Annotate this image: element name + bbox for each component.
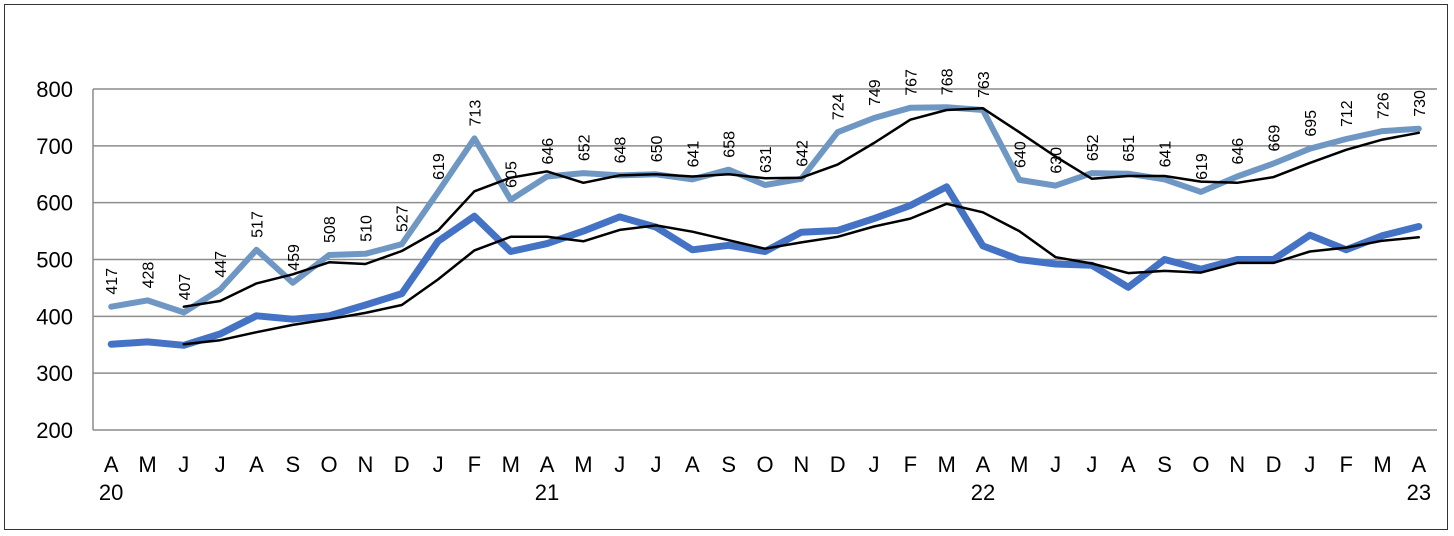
- data-label: 648: [613, 137, 630, 164]
- x-tick-label: M: [1010, 452, 1028, 477]
- data-label: 517: [249, 211, 266, 238]
- data-label: 619: [431, 153, 448, 180]
- x-tick-label: N: [793, 452, 809, 477]
- x-tick-label: A: [976, 452, 991, 477]
- x-tick-label: F: [1339, 452, 1352, 477]
- x-tick-label: A: [540, 452, 555, 477]
- x-tick-label: J: [868, 452, 879, 477]
- data-label: 605: [504, 161, 521, 188]
- data-label: 510: [358, 215, 375, 242]
- data-label: 640: [1012, 141, 1029, 168]
- x-tick-label: D: [830, 452, 846, 477]
- x-tick-label: J: [1086, 452, 1097, 477]
- data-label: 767: [903, 69, 920, 96]
- x-tick-labels: A M J J A S O N D J F M A M J J A S O N D J F M A M J J A S O N D J F M A20 2…: [99, 452, 1431, 505]
- data-label: 730: [1412, 90, 1429, 117]
- x-tick-label: A: [249, 452, 264, 477]
- data-label: 695: [1303, 110, 1320, 137]
- series-line-3: [182, 202, 1421, 346]
- data-label: 428: [140, 262, 157, 289]
- data-label: 447: [213, 251, 230, 278]
- x-tick-label: M: [138, 452, 156, 477]
- data-label: 459: [286, 244, 303, 271]
- x-tick-label: J: [614, 452, 625, 477]
- data-label: 417: [104, 268, 121, 295]
- data-label: 508: [322, 216, 339, 243]
- x-tick-label: S: [721, 452, 736, 477]
- data-label: 642: [794, 140, 811, 167]
- data-label: 726: [1376, 92, 1393, 119]
- x-tick-label: N: [357, 452, 373, 477]
- data-label: 407: [177, 274, 194, 301]
- x-tick-label: A: [104, 452, 119, 477]
- x-tick-label: S: [285, 452, 300, 477]
- y-tick-label: 600: [36, 191, 73, 216]
- x-tick-label: N: [1229, 452, 1245, 477]
- data-label: 652: [1085, 134, 1102, 161]
- y-tick-label: 700: [36, 134, 73, 159]
- data-label: 630: [1049, 147, 1066, 174]
- x-tick-label: M: [937, 452, 955, 477]
- data-label: 641: [1158, 141, 1175, 168]
- x-year-label: 23: [1407, 480, 1431, 505]
- x-tick-label: J: [1304, 452, 1315, 477]
- x-tick-label: S: [1157, 452, 1172, 477]
- data-label: 646: [1230, 138, 1247, 165]
- x-year-label: 21: [535, 480, 559, 505]
- data-labels: 417 428 407 447 517 459 508 510 527 619 713 605 646 6…: [104, 68, 1429, 300]
- data-label: 527: [395, 205, 412, 232]
- x-tick-label: J: [178, 452, 189, 477]
- x-tick-label: D: [1266, 452, 1282, 477]
- data-label: 646: [540, 138, 557, 165]
- y-tick-label: 400: [36, 304, 73, 329]
- x-tick-label: A: [1121, 452, 1136, 477]
- x-tick-label: F: [468, 452, 481, 477]
- y-tick-labels: 200 300 400 500 600 700 800: [36, 77, 73, 443]
- x-tick-label: M: [502, 452, 520, 477]
- x-tick-label: F: [904, 452, 917, 477]
- data-label: 712: [1339, 100, 1356, 127]
- x-tick-label: J: [651, 452, 662, 477]
- data-label: 763: [976, 71, 993, 98]
- data-label: 713: [467, 100, 484, 127]
- data-label: 724: [831, 93, 848, 120]
- y-tick-label: 200: [36, 418, 73, 443]
- data-label: 669: [1267, 125, 1284, 152]
- x-tick-label: A: [685, 452, 700, 477]
- series-line-0: [108, 104, 1422, 316]
- y-tick-label: 800: [36, 77, 73, 102]
- x-tick-label: O: [321, 452, 338, 477]
- series: [107, 104, 1423, 349]
- data-label: 651: [1121, 135, 1138, 162]
- series-line-1: [182, 107, 1421, 308]
- series-line-2: [107, 183, 1423, 349]
- x-tick-label: J: [215, 452, 226, 477]
- data-label: 619: [1194, 153, 1211, 180]
- x-tick-label: A: [1411, 452, 1426, 477]
- data-label: 641: [685, 141, 702, 168]
- data-label: 658: [722, 131, 739, 158]
- data-label: 650: [649, 135, 666, 162]
- gridlines: [93, 88, 1437, 374]
- x-tick-label: O: [1192, 452, 1209, 477]
- x-year-label: 20: [99, 480, 123, 505]
- x-year-label: 22: [971, 480, 995, 505]
- x-tick-label: J: [433, 452, 444, 477]
- data-label: 768: [940, 68, 957, 95]
- y-tick-label: 300: [36, 361, 73, 386]
- data-label: 631: [758, 146, 775, 173]
- x-tick-label: D: [394, 452, 410, 477]
- data-label: 652: [576, 134, 593, 161]
- x-tick-label: O: [756, 452, 773, 477]
- x-tick-label: M: [1373, 452, 1391, 477]
- axes: [92, 89, 1437, 431]
- y-tick-label: 500: [36, 248, 73, 273]
- x-tick-label: J: [1050, 452, 1061, 477]
- x-tick-label: M: [574, 452, 592, 477]
- data-label: 749: [867, 79, 884, 106]
